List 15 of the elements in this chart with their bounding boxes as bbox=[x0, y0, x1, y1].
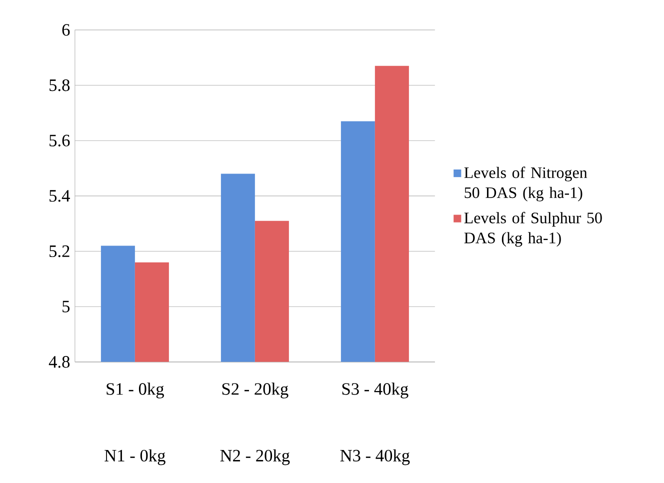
text: N1 - 0kg bbox=[104, 449, 166, 466]
y-tick-label: 5.6 bbox=[50, 134, 70, 146]
y-tick-label: 5.4 bbox=[50, 190, 70, 202]
x-tick-label: S2 - 20kg bbox=[222, 382, 288, 398]
y-tick-label: 5.8 bbox=[50, 79, 70, 92]
y-tick-label: 4.8 bbox=[48, 356, 70, 368]
text: N3 - 40kg bbox=[340, 449, 410, 466]
legend-label: Levels of Nitrogen 50 DAS (kg ha-1) bbox=[464, 166, 588, 202]
y-tick-label: 5.2 bbox=[50, 245, 70, 258]
legend-label: Levels of Sulphur 50 DAS (kg ha-1) bbox=[464, 212, 602, 247]
y-tick-label: 6 bbox=[62, 24, 70, 36]
text: N2 - 20kg bbox=[220, 449, 290, 466]
y-tick-label: 5 bbox=[62, 300, 70, 312]
x-tick-label: S1 - 0kg bbox=[106, 382, 164, 398]
x-tick-label: S3 - 40kg bbox=[342, 382, 408, 398]
